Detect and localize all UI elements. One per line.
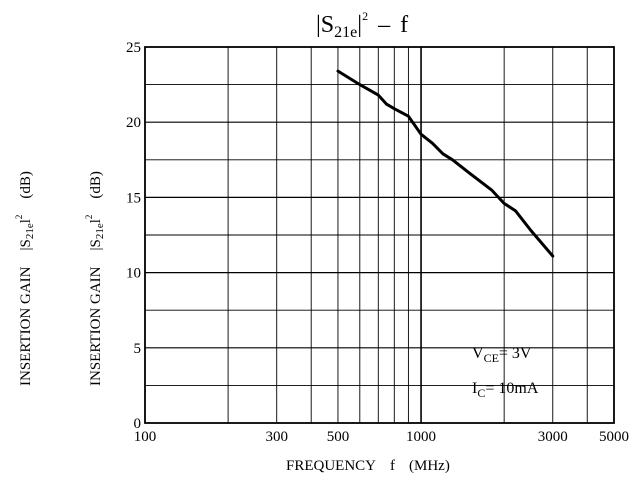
condition-vce: VCE= 3V bbox=[472, 345, 532, 365]
x-tick-label: 1000 bbox=[406, 429, 436, 445]
y-tick-label: 20 bbox=[126, 115, 141, 131]
y-tick-label: 10 bbox=[126, 266, 141, 282]
plot-frame bbox=[144, 46, 615, 424]
x-tick-label: 100 bbox=[134, 429, 157, 445]
y-axis-label: INSERTION GAIN|S21el2(dB) bbox=[14, 171, 36, 386]
y-axis-label-duplicate: INSERTION GAIN|S21el2(dB) bbox=[84, 171, 106, 386]
condition-ic: IC= 10mA bbox=[472, 380, 539, 400]
chart-title: |S21e|2– f bbox=[316, 9, 409, 41]
x-tick-label: 300 bbox=[265, 429, 288, 445]
grid-lines bbox=[145, 47, 614, 423]
y-tick-label: 25 bbox=[126, 40, 141, 56]
x-tick-label: 500 bbox=[327, 429, 350, 445]
tick-labels: 100 300 500 1000 3000 5000 0 5 10 15 20 25 bbox=[126, 40, 629, 445]
x-axis-label: FREQUENCY f (MHz) bbox=[286, 458, 450, 474]
y-tick-label: 5 bbox=[134, 341, 142, 357]
y-tick-label: 0 bbox=[134, 416, 142, 432]
y-tick-label: 15 bbox=[126, 190, 141, 206]
series-line bbox=[336, 69, 555, 258]
x-tick-label: 3000 bbox=[538, 429, 568, 445]
x-tick-label: 5000 bbox=[599, 429, 629, 445]
